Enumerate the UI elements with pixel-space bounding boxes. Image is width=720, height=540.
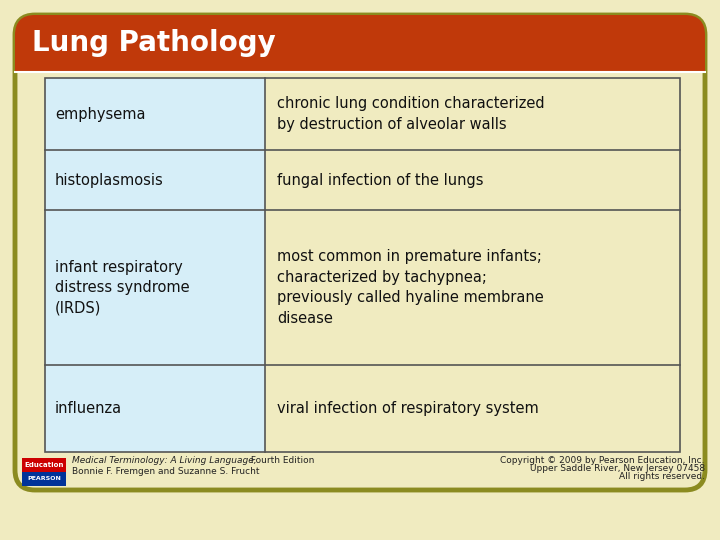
Text: most common in premature infants;
characterized by tachypnea;
previously called : most common in premature infants; charac…: [277, 249, 544, 326]
Text: influenza: influenza: [55, 401, 122, 416]
Bar: [265, 365, 680, 452]
Text: Medical Terminology: A Living Language,: Medical Terminology: A Living Language,: [72, 456, 256, 465]
Text: Fourth Edition: Fourth Edition: [248, 456, 315, 465]
Text: Copyright © 2009 by Pearson Education, Inc.: Copyright © 2009 by Pearson Education, I…: [500, 456, 705, 465]
Bar: [15, 52, 705, 72]
Text: chronic lung condition characterized
by destruction of alveolar walls: chronic lung condition characterized by …: [277, 96, 544, 132]
Text: Bonnie F. Fremgen and Suzanne S. Frucht: Bonnie F. Fremgen and Suzanne S. Frucht: [72, 467, 259, 476]
Bar: [45, 78, 680, 452]
Text: All rights reserved.: All rights reserved.: [619, 472, 705, 481]
Bar: [45, 78, 265, 150]
Text: emphysema: emphysema: [55, 106, 145, 122]
Text: Lung Pathology: Lung Pathology: [32, 29, 276, 57]
Text: Upper Saddle River, New Jersey 07458: Upper Saddle River, New Jersey 07458: [530, 464, 705, 473]
Text: infant respiratory
distress syndrome
(IRDS): infant respiratory distress syndrome (IR…: [55, 260, 189, 315]
Bar: [45, 210, 265, 365]
Bar: [22, 458, 66, 472]
FancyBboxPatch shape: [15, 15, 705, 72]
Text: histoplasmosis: histoplasmosis: [55, 172, 163, 187]
FancyBboxPatch shape: [15, 15, 705, 490]
Bar: [265, 150, 680, 210]
Bar: [22, 472, 66, 486]
Text: fungal infection of the lungs: fungal infection of the lungs: [277, 172, 484, 187]
Text: Education: Education: [24, 462, 63, 468]
Bar: [265, 78, 680, 150]
Bar: [45, 150, 265, 210]
Bar: [265, 210, 680, 365]
Text: viral infection of respiratory system: viral infection of respiratory system: [277, 401, 539, 416]
Bar: [45, 365, 265, 452]
Text: PEARSON: PEARSON: [27, 476, 61, 482]
